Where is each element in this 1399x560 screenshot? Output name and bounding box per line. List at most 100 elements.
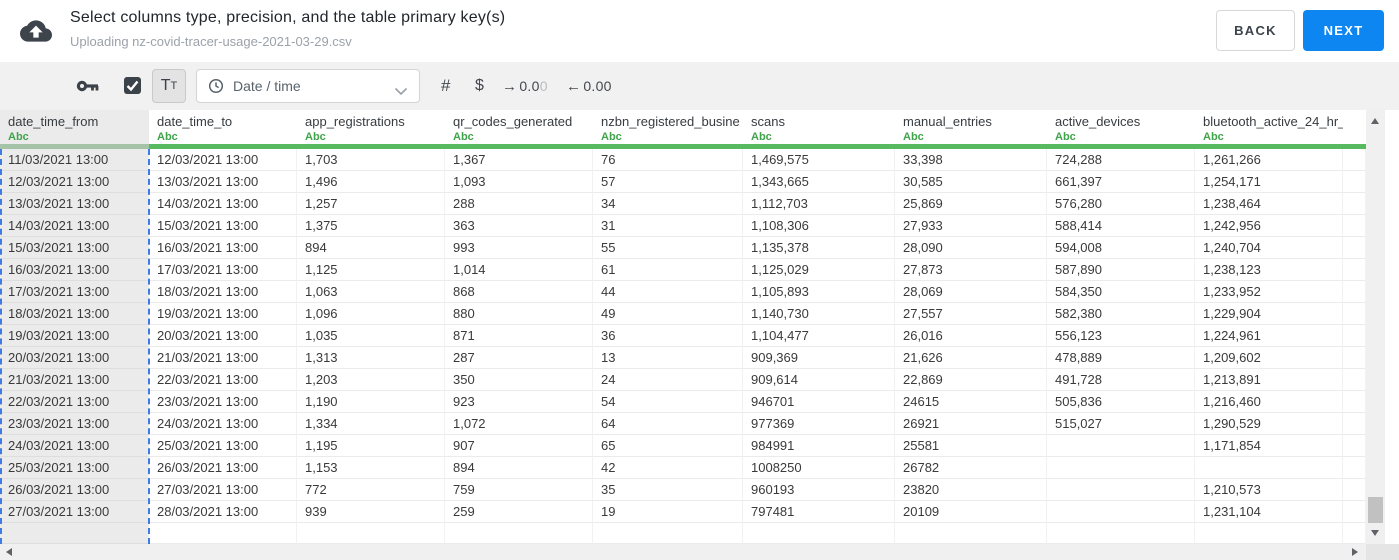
- table-cell[interactable]: 16/03/2021 13:00: [0, 259, 149, 281]
- table-cell[interactable]: 19: [593, 501, 743, 523]
- table-cell[interactable]: 1,469,575: [743, 149, 895, 171]
- table-cell[interactable]: 24615: [895, 391, 1047, 413]
- table-cell[interactable]: 871: [445, 325, 593, 347]
- table-cell[interactable]: 13/03/2021 13:00: [149, 171, 297, 193]
- table-cell[interactable]: 21,626: [895, 347, 1047, 369]
- table-cell[interactable]: [1047, 457, 1195, 479]
- table-cell[interactable]: 880: [445, 303, 593, 325]
- next-button[interactable]: NEXT: [1303, 10, 1384, 51]
- table-cell[interactable]: 515,027: [1047, 413, 1195, 435]
- table-cell[interactable]: 20109: [895, 501, 1047, 523]
- table-cell[interactable]: [1343, 259, 1366, 281]
- table-cell[interactable]: 1,093: [445, 171, 593, 193]
- table-cell[interactable]: 33,398: [895, 149, 1047, 171]
- column-header-active_devices[interactable]: active_devices Abc: [1047, 110, 1195, 144]
- table-cell[interactable]: [1343, 435, 1366, 457]
- table-cell[interactable]: 18/03/2021 13:00: [149, 281, 297, 303]
- table-cell[interactable]: [1047, 479, 1195, 501]
- vertical-scrollbar[interactable]: [1366, 110, 1385, 544]
- table-cell[interactable]: 1,209,602: [1195, 347, 1343, 369]
- table-cell[interactable]: [1343, 193, 1366, 215]
- table-cell[interactable]: 1,096: [297, 303, 445, 325]
- table-cell[interactable]: 894: [445, 457, 593, 479]
- table-cell[interactable]: 259: [445, 501, 593, 523]
- table-cell[interactable]: 946701: [743, 391, 895, 413]
- table-cell[interactable]: 76: [593, 149, 743, 171]
- table-cell[interactable]: 1,125: [297, 259, 445, 281]
- table-cell[interactable]: 977369: [743, 413, 895, 435]
- table-cell[interactable]: 1,210,573: [1195, 479, 1343, 501]
- table-cell[interactable]: 26921: [895, 413, 1047, 435]
- table-cell[interactable]: 1,140,730: [743, 303, 895, 325]
- table-cell[interactable]: 363: [445, 215, 593, 237]
- column-header-date_time_from[interactable]: date_time_from Abc: [0, 110, 149, 144]
- column-header-bluetooth_active_24_hr_[interactable]: bluetooth_active_24_hr_ Abc: [1195, 110, 1343, 144]
- table-cell[interactable]: 588,414: [1047, 215, 1195, 237]
- table-cell[interactable]: 909,614: [743, 369, 895, 391]
- table-cell[interactable]: 26782: [895, 457, 1047, 479]
- table-cell[interactable]: 22,869: [895, 369, 1047, 391]
- table-cell[interactable]: 19/03/2021 13:00: [149, 303, 297, 325]
- table-cell[interactable]: 26/03/2021 13:00: [149, 457, 297, 479]
- include-column-checkbox[interactable]: [124, 77, 141, 94]
- table-cell[interactable]: 1,229,904: [1195, 303, 1343, 325]
- table-cell[interactable]: 20/03/2021 13:00: [149, 325, 297, 347]
- table-cell[interactable]: 21/03/2021 13:00: [149, 347, 297, 369]
- table-cell[interactable]: 1,496: [297, 171, 445, 193]
- table-cell[interactable]: 556,123: [1047, 325, 1195, 347]
- table-cell[interactable]: 27/03/2021 13:00: [149, 479, 297, 501]
- table-cell[interactable]: 772: [297, 479, 445, 501]
- table-cell[interactable]: 44: [593, 281, 743, 303]
- table-cell[interactable]: 1,153: [297, 457, 445, 479]
- table-cell[interactable]: 1,375: [297, 215, 445, 237]
- table-cell[interactable]: 1,190: [297, 391, 445, 413]
- table-cell[interactable]: 1,112,703: [743, 193, 895, 215]
- filler-column-header[interactable]: [1343, 110, 1366, 144]
- table-cell[interactable]: 594,008: [1047, 237, 1195, 259]
- table-cell[interactable]: 17/03/2021 13:00: [149, 259, 297, 281]
- table-cell[interactable]: 27,933: [895, 215, 1047, 237]
- table-cell[interactable]: 1,108,306: [743, 215, 895, 237]
- table-cell[interactable]: 1,063: [297, 281, 445, 303]
- table-cell[interactable]: 13/03/2021 13:00: [0, 193, 149, 215]
- table-cell[interactable]: 24/03/2021 13:00: [0, 435, 149, 457]
- table-cell[interactable]: 14/03/2021 13:00: [149, 193, 297, 215]
- table-cell[interactable]: [1195, 523, 1343, 544]
- table-cell[interactable]: 12/03/2021 13:00: [0, 171, 149, 193]
- table-cell[interactable]: 31: [593, 215, 743, 237]
- table-cell[interactable]: 36: [593, 325, 743, 347]
- table-cell[interactable]: 23/03/2021 13:00: [0, 413, 149, 435]
- table-cell[interactable]: 65: [593, 435, 743, 457]
- table-cell[interactable]: 923: [445, 391, 593, 413]
- back-button[interactable]: BACK: [1216, 10, 1295, 51]
- table-cell[interactable]: 26/03/2021 13:00: [0, 479, 149, 501]
- table-cell[interactable]: 57: [593, 171, 743, 193]
- table-cell[interactable]: 25/03/2021 13:00: [0, 457, 149, 479]
- table-cell[interactable]: 22/03/2021 13:00: [0, 391, 149, 413]
- table-cell[interactable]: 576,280: [1047, 193, 1195, 215]
- table-cell[interactable]: 25/03/2021 13:00: [149, 435, 297, 457]
- table-cell[interactable]: 1,135,378: [743, 237, 895, 259]
- table-cell[interactable]: [1343, 325, 1366, 347]
- table-cell[interactable]: 960193: [743, 479, 895, 501]
- table-cell[interactable]: 13: [593, 347, 743, 369]
- table-cell[interactable]: 24/03/2021 13:00: [149, 413, 297, 435]
- table-cell[interactable]: 25,869: [895, 193, 1047, 215]
- table-cell[interactable]: [1195, 457, 1343, 479]
- primary-key-icon[interactable]: [76, 75, 101, 97]
- table-cell[interactable]: [1343, 237, 1366, 259]
- table-cell[interactable]: 14/03/2021 13:00: [0, 215, 149, 237]
- table-cell[interactable]: 1,171,854: [1195, 435, 1343, 457]
- column-header-manual_entries[interactable]: manual_entries Abc: [895, 110, 1047, 144]
- number-type-button[interactable]: #: [441, 76, 451, 95]
- table-cell[interactable]: 18/03/2021 13:00: [0, 303, 149, 325]
- table-cell[interactable]: 1,231,104: [1195, 501, 1343, 523]
- table-cell[interactable]: 27/03/2021 13:00: [0, 501, 149, 523]
- table-cell[interactable]: [445, 523, 593, 544]
- horizontal-scrollbar[interactable]: [0, 544, 1366, 560]
- table-cell[interactable]: 1,261,266: [1195, 149, 1343, 171]
- table-cell[interactable]: 49: [593, 303, 743, 325]
- table-cell[interactable]: 582,380: [1047, 303, 1195, 325]
- table-cell[interactable]: 1,290,529: [1195, 413, 1343, 435]
